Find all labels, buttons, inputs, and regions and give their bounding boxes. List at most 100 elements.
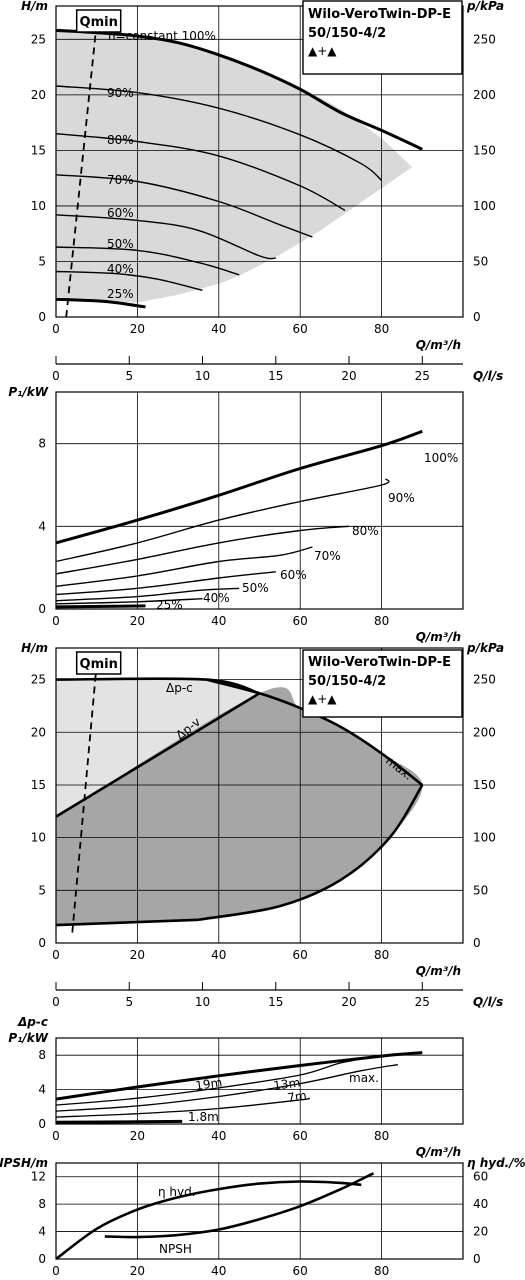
dp-power-label: 7m: [286, 1088, 307, 1105]
npsh-eta-x-tick: 20: [130, 1264, 145, 1278]
npsh-eta-y2-tick: 0: [473, 1252, 481, 1266]
power-speed-ylabel: P₁/kW: [8, 385, 48, 399]
power-speed-y-tick: 0: [38, 602, 46, 616]
hq-speed-frame: [55, 5, 464, 318]
hq-speed-x-tick: 0: [52, 322, 60, 336]
hq-speed-x2-tick: 5: [125, 369, 133, 383]
hq-speed-x2-tick: 0: [52, 369, 60, 383]
hq-speed-ylabel: H/m: [21, 0, 48, 13]
power-curve-7: [55, 604, 146, 609]
power-speed-x-tick: 40: [211, 614, 226, 628]
hq-dp-qmin-box: [75, 651, 122, 675]
npsh-eta-y2-tick: 20: [473, 1225, 488, 1239]
hq-dp-x-tick: 0: [52, 948, 60, 962]
hq-speed-y-tick: 0: [38, 310, 46, 324]
dp-curve-3: [198, 784, 424, 922]
hq-dp-x2-tick: 5: [125, 995, 133, 1009]
hq-dp-y2-tick: 100: [473, 831, 496, 845]
power-dp-xlabel: Q/m³/h: [416, 1145, 461, 1159]
hq-dp-x2label: Q/l/s: [473, 995, 503, 1009]
power-curve-1: [55, 478, 390, 563]
npsh-eta-axes: 020406080048120204060Q/m³/hNPSH/mη hyd./…: [0, 1156, 525, 1278]
hq-speed-y-tick: 20: [31, 88, 46, 102]
power-dp-frame: [55, 1037, 464, 1125]
operating-region: [56, 28, 413, 303]
hq-dp-y2-tick: 150: [473, 778, 496, 792]
hq-speed-x-tick: 20: [130, 322, 145, 336]
hq-speed-x2label: Q/l/s: [473, 369, 503, 383]
power-dp-x-tick: 60: [293, 1129, 308, 1143]
dp-power-curve-4: [55, 1119, 183, 1124]
speed-curve-label: 80%: [107, 133, 134, 147]
dp-power-label: 1.8m: [188, 1110, 219, 1124]
power-curve-6: [55, 598, 203, 605]
hq-dp-x-tick: 40: [211, 948, 226, 962]
npsh-eta-y-tick: 0: [38, 1252, 46, 1266]
npsh-eta-label: η hyd.: [158, 1185, 196, 1199]
power-curve-label: 90%: [388, 491, 415, 505]
npsh-eta-curve-0: [55, 1180, 362, 1261]
speed-curve-4: [55, 214, 276, 260]
power-curve-5: [55, 587, 240, 602]
hq-speed-y2-tick: 50: [473, 254, 488, 268]
power-dp-x-tick: 40: [211, 1129, 226, 1143]
hq-speed-y-tick: 15: [31, 143, 46, 157]
power-speed-x-tick: 20: [130, 614, 145, 628]
speed-curve-label: 70%: [107, 173, 134, 187]
hq-speed-x2-tick: 25: [415, 369, 430, 383]
npsh-eta-x-tick: 40: [211, 1264, 226, 1278]
power-dp-axes: 0 20 40 60 80 0 4 8 Q/m³/h P₁/kW Δp-c: [8, 1015, 464, 1159]
hq-speed-x-tick: 60: [293, 322, 308, 336]
hq-speed-y2-tick: 200: [473, 88, 496, 102]
power-dp-x-tick: 80: [374, 1129, 389, 1143]
hq-dp-y2-tick: 250: [473, 673, 496, 687]
hq-speed-x-tick: 80: [374, 322, 389, 336]
speed-curve-3: [55, 174, 313, 238]
hq-dp-x2-tick: 20: [341, 995, 356, 1009]
hq-speed-qmin-line: [65, 22, 98, 318]
hq-speed-qmin-label: Qmin: [80, 15, 118, 30]
hq-speed-y-tick: 10: [31, 199, 46, 213]
hq-dp-y-tick: 15: [31, 778, 46, 792]
power-curve-label: 70%: [314, 549, 341, 563]
dp-curve-label: Δp-c: [166, 681, 193, 695]
hq-speed-y2-tick: 100: [473, 199, 496, 213]
power-speed-y-tick: 8: [38, 437, 46, 451]
power-speed-frame: [55, 391, 464, 610]
hq-dp-axes: 0 20 40 60 800510152025050100150200250Q/m³/h…: [21, 641, 504, 1009]
speed-curve-label: n=constant 100%: [108, 29, 216, 43]
hq-speed-axes: 0 20 40 60 800510152025050100150200250Q/m³/h…: [21, 0, 504, 383]
speed-curve-label: 90%: [107, 86, 134, 100]
npsh-eta-y-tick: 8: [38, 1197, 46, 1211]
speed-curve-5: [55, 246, 240, 276]
speed-curve-label: 60%: [107, 206, 134, 220]
power-dp-ylabel: P₁/kW: [8, 1031, 48, 1045]
npsh-eta-y-tick: 4: [38, 1225, 46, 1239]
power-curve-label: 60%: [280, 568, 307, 582]
dp-v-region: [56, 687, 423, 926]
hq-dp-qmin-label: Qmin: [80, 657, 118, 672]
hq-speed-y-tick: 25: [31, 32, 46, 46]
hq-speed-qmin-box: [75, 9, 122, 33]
dp-power-label: 19m: [194, 1075, 223, 1093]
power-speed-y-tick: 4: [38, 519, 46, 533]
power-curve-0: [55, 429, 423, 545]
hq-dp-qmin-line: [71, 663, 98, 933]
hq-dp-x2-tick: 25: [415, 995, 430, 1009]
hq-dp-y2label: p/kPa: [466, 641, 504, 655]
title-line2: 50/150-4/2: [308, 26, 386, 41]
power-curve-2: [55, 525, 350, 575]
title-line1: Wilo-VeroTwin-DP-E: [308, 7, 451, 22]
dp-curve-0: [55, 677, 260, 695]
hq-dp-y2-tick: 0: [473, 936, 481, 950]
power-speed-x-tick: 80: [374, 614, 389, 628]
speed-curve-6: [55, 270, 203, 291]
hq-dp-x-tick: 60: [293, 948, 308, 962]
power-speed-x-tick: 0: [52, 614, 60, 628]
twin-pump-symbol: ▲+▲: [308, 44, 337, 58]
power-curve-label: 50%: [242, 581, 269, 595]
twin-pump-symbol: ▲+▲: [308, 692, 337, 706]
hq-dp-x-tick: 80: [374, 948, 389, 962]
hq-speed-y-tick: 5: [38, 254, 46, 268]
